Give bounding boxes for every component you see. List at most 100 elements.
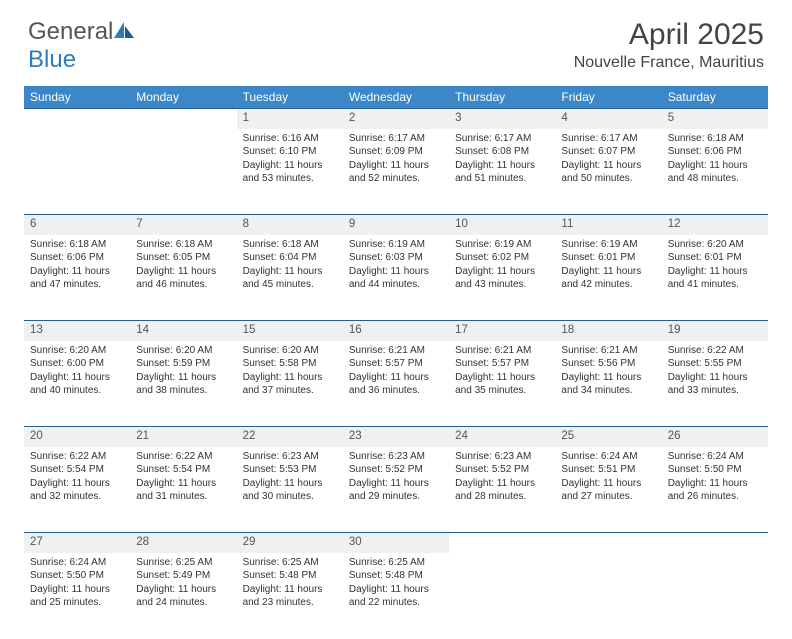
day-number-cell: 13 bbox=[24, 321, 130, 341]
day-content-cell: Sunrise: 6:23 AMSunset: 5:53 PMDaylight:… bbox=[237, 447, 343, 533]
sunset-text: Sunset: 5:52 PM bbox=[349, 463, 443, 477]
week-content-row: Sunrise: 6:20 AMSunset: 6:00 PMDaylight:… bbox=[24, 341, 768, 427]
day-content-cell: Sunrise: 6:20 AMSunset: 5:59 PMDaylight:… bbox=[130, 341, 236, 427]
brand-text: GeneralBlue bbox=[28, 18, 135, 74]
day-number-cell: 30 bbox=[343, 533, 449, 553]
sunrise-text: Sunrise: 6:21 AM bbox=[349, 344, 443, 358]
day-number-cell: 20 bbox=[24, 427, 130, 447]
daylight-text: Daylight: 11 hours and 34 minutes. bbox=[561, 371, 655, 398]
daylight-text: Daylight: 11 hours and 24 minutes. bbox=[136, 583, 230, 610]
week-number-row: 12345 bbox=[24, 109, 768, 129]
week-content-row: Sunrise: 6:22 AMSunset: 5:54 PMDaylight:… bbox=[24, 447, 768, 533]
sunset-text: Sunset: 5:55 PM bbox=[668, 357, 762, 371]
sunrise-text: Sunrise: 6:25 AM bbox=[243, 556, 337, 570]
sunset-text: Sunset: 5:57 PM bbox=[349, 357, 443, 371]
sunset-text: Sunset: 5:49 PM bbox=[136, 569, 230, 583]
sunset-text: Sunset: 6:09 PM bbox=[349, 145, 443, 159]
week-content-row: Sunrise: 6:24 AMSunset: 5:50 PM Daylight:… bbox=[24, 553, 768, 639]
day-header-row: SundayMondayTuesdayWednesdayThursdayFrid… bbox=[24, 86, 768, 109]
sunrise-text: Sunrise: 6:17 AM bbox=[455, 132, 549, 146]
daylight-text: Daylight: 11 hours and 31 minutes. bbox=[136, 477, 230, 504]
daylight-text: Daylight: 11 hours and 29 minutes. bbox=[349, 477, 443, 504]
brand-part2: Blue bbox=[28, 46, 76, 73]
sunrise-text: Sunrise: 6:24 AM bbox=[30, 556, 124, 570]
sunrise-text: Sunrise: 6:18 AM bbox=[668, 132, 762, 146]
day-content-cell: Sunrise: 6:22 AMSunset: 5:55 PMDaylight:… bbox=[662, 341, 768, 427]
sunrise-text: Sunrise: 6:25 AM bbox=[349, 556, 443, 570]
day-content-cell bbox=[130, 129, 236, 215]
daylight-text: Daylight: 11 hours and 41 minutes. bbox=[668, 265, 762, 292]
day-number-cell bbox=[555, 533, 661, 553]
day-header: Friday bbox=[555, 86, 661, 109]
sunrise-text: Sunrise: 6:22 AM bbox=[668, 344, 762, 358]
day-content-cell: Sunrise: 6:22 AMSunset: 5:54 PMDaylight:… bbox=[24, 447, 130, 533]
sunrise-text: Sunrise: 6:24 AM bbox=[561, 450, 655, 464]
day-header: Sunday bbox=[24, 86, 130, 109]
sunset-text: Sunset: 6:07 PM bbox=[561, 145, 655, 159]
day-content-cell: Sunrise: 6:21 AMSunset: 5:56 PMDaylight:… bbox=[555, 341, 661, 427]
day-number-cell: 10 bbox=[449, 215, 555, 235]
day-header: Tuesday bbox=[237, 86, 343, 109]
day-number-cell: 25 bbox=[555, 427, 661, 447]
daylight-text: Daylight: 11 hours and 26 minutes. bbox=[668, 477, 762, 504]
brand-part1: General bbox=[28, 18, 113, 45]
sunrise-text: Sunrise: 6:19 AM bbox=[561, 238, 655, 252]
sunrise-text: Sunrise: 6:16 AM bbox=[243, 132, 337, 146]
sunrise-text: Sunrise: 6:22 AM bbox=[30, 450, 124, 464]
daylight-text: Daylight: 11 hours and 23 minutes. bbox=[243, 583, 337, 610]
day-content-cell: Sunrise: 6:20 AMSunset: 5:58 PMDaylight:… bbox=[237, 341, 343, 427]
sunset-text: Sunset: 5:50 PM bbox=[668, 463, 762, 477]
sunset-text: Sunset: 6:08 PM bbox=[455, 145, 549, 159]
title-block: April 2025 Nouvelle France, Mauritius bbox=[574, 18, 764, 72]
sunrise-text: Sunrise: 6:23 AM bbox=[455, 450, 549, 464]
sunset-text: Sunset: 5:51 PM bbox=[561, 463, 655, 477]
day-content-cell: Sunrise: 6:24 AMSunset: 5:51 PMDaylight:… bbox=[555, 447, 661, 533]
week-number-row: 6789101112 bbox=[24, 215, 768, 235]
sunset-text: Sunset: 5:53 PM bbox=[243, 463, 337, 477]
daylight-text: Daylight: 11 hours and 32 minutes. bbox=[30, 477, 124, 504]
week-number-row: 20212223242526 bbox=[24, 427, 768, 447]
header: GeneralBlue April 2025 Nouvelle France, … bbox=[0, 0, 792, 82]
day-number-cell: 4 bbox=[555, 109, 661, 129]
daylight-text: Daylight: 11 hours and 35 minutes. bbox=[455, 371, 549, 398]
sunset-text: Sunset: 5:58 PM bbox=[243, 357, 337, 371]
day-header: Wednesday bbox=[343, 86, 449, 109]
sunset-text: Sunset: 6:03 PM bbox=[349, 251, 443, 265]
sunset-text: Sunset: 5:59 PM bbox=[136, 357, 230, 371]
day-number-cell: 11 bbox=[555, 215, 661, 235]
sunrise-text: Sunrise: 6:17 AM bbox=[561, 132, 655, 146]
day-number-cell: 1 bbox=[237, 109, 343, 129]
sunset-text: Sunset: 5:54 PM bbox=[136, 463, 230, 477]
sunset-text: Sunset: 6:10 PM bbox=[243, 145, 337, 159]
sunset-text: Sunset: 5:50 PM bbox=[30, 569, 124, 583]
day-content-cell: Sunrise: 6:18 AMSunset: 6:05 PMDaylight:… bbox=[130, 235, 236, 321]
day-content-cell: Sunrise: 6:21 AMSunset: 5:57 PMDaylight:… bbox=[343, 341, 449, 427]
daylight-text: Daylight: 11 hours and 30 minutes. bbox=[243, 477, 337, 504]
sunrise-text: Sunrise: 6:18 AM bbox=[30, 238, 124, 252]
day-content-cell bbox=[24, 129, 130, 215]
sunrise-text: Sunrise: 6:20 AM bbox=[136, 344, 230, 358]
sunset-text: Sunset: 6:02 PM bbox=[455, 251, 549, 265]
day-content-cell: Sunrise: 6:23 AMSunset: 5:52 PMDaylight:… bbox=[343, 447, 449, 533]
day-number-cell bbox=[449, 533, 555, 553]
day-number-cell: 27 bbox=[24, 533, 130, 553]
daylight-text: Daylight: 11 hours and 52 minutes. bbox=[349, 159, 443, 186]
sunrise-text: Sunrise: 6:24 AM bbox=[668, 450, 762, 464]
day-content-cell: Sunrise: 6:20 AMSunset: 6:00 PMDaylight:… bbox=[24, 341, 130, 427]
day-number-cell: 15 bbox=[237, 321, 343, 341]
sail-icon bbox=[113, 21, 135, 39]
day-content-cell: Sunrise: 6:25 AMSunset: 5:48 PMDaylight:… bbox=[343, 553, 449, 639]
day-number-cell: 2 bbox=[343, 109, 449, 129]
day-number-cell: 19 bbox=[662, 321, 768, 341]
daylight-text: Daylight: 11 hours and 46 minutes. bbox=[136, 265, 230, 292]
sunset-text: Sunset: 6:01 PM bbox=[561, 251, 655, 265]
sunset-text: Sunset: 6:05 PM bbox=[136, 251, 230, 265]
day-content-cell: Sunrise: 6:16 AMSunset: 6:10 PMDaylight:… bbox=[237, 129, 343, 215]
day-content-cell: Sunrise: 6:25 AMSunset: 5:49 PMDaylight:… bbox=[130, 553, 236, 639]
day-number-cell: 18 bbox=[555, 321, 661, 341]
sunrise-text: Sunrise: 6:21 AM bbox=[455, 344, 549, 358]
day-content-cell: Sunrise: 6:19 AMSunset: 6:01 PMDaylight:… bbox=[555, 235, 661, 321]
daylight-text: Daylight: 11 hours and 48 minutes. bbox=[668, 159, 762, 186]
sunrise-text: Sunrise: 6:19 AM bbox=[349, 238, 443, 252]
daylight-text: Daylight: 11 hours and 36 minutes. bbox=[349, 371, 443, 398]
